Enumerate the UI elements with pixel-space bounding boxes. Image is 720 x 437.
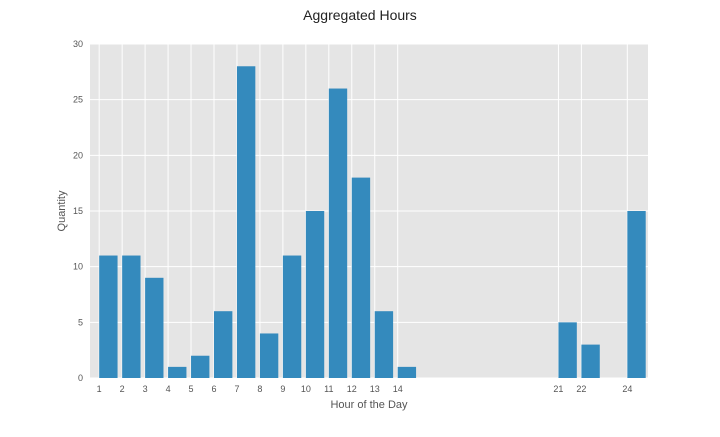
- y-tick-label: 15: [73, 206, 83, 216]
- x-tick-label: 6: [211, 384, 216, 394]
- y-tick-labels: 0 5 10 15 20 25 30: [73, 39, 83, 383]
- x-tick-label: 12: [347, 384, 357, 394]
- y-tick-label: 20: [73, 150, 83, 160]
- bar-hour-21: [558, 322, 577, 378]
- chart-title: Aggregated Hours: [303, 7, 417, 23]
- bar-hour-7: [236, 66, 256, 379]
- bar-hour-1: [99, 255, 118, 378]
- x-tick-label: 24: [622, 384, 632, 394]
- x-tick-label: 5: [189, 384, 194, 394]
- x-tick-label: 14: [393, 384, 403, 394]
- bar-hour-9: [282, 255, 302, 378]
- bar-hour-13: [374, 311, 394, 378]
- x-tick-label: 2: [120, 384, 125, 394]
- bar-hour-14: [397, 366, 417, 378]
- y-tick-label: 30: [73, 39, 83, 49]
- y-tick-label: 10: [73, 262, 83, 272]
- bar-hour-10: [305, 211, 325, 378]
- x-tick-label: 21: [553, 384, 563, 394]
- x-tick-label: 8: [257, 384, 262, 394]
- y-tick-label: 0: [78, 373, 83, 383]
- x-tick-label: 7: [234, 384, 239, 394]
- y-axis-label: Quantity: [56, 190, 68, 231]
- x-tick-label: 10: [301, 384, 311, 394]
- bar-hour-6: [214, 311, 233, 378]
- x-tick-label: 1: [97, 384, 102, 394]
- bar-hour-12: [351, 177, 371, 378]
- bar-hour-3: [145, 277, 164, 378]
- bar-hour-8: [259, 333, 279, 378]
- x-tick-label: 9: [280, 384, 285, 394]
- bar-hour-4: [168, 366, 187, 378]
- x-tick-labels: 1 2 3 4 5 6 7 8 9 10 11 12 13 14 21 22 24: [97, 384, 633, 394]
- bar-hour-2: [122, 255, 141, 378]
- x-tick-label: 4: [166, 384, 171, 394]
- x-tick-label: 3: [143, 384, 148, 394]
- x-axis-label: Hour of the Day: [330, 399, 408, 411]
- x-tick-label: 11: [324, 384, 333, 394]
- bars-group: [99, 66, 646, 379]
- x-tick-label: 13: [370, 384, 380, 394]
- bar-hour-24: [627, 211, 646, 378]
- bar-hour-11: [328, 88, 348, 379]
- y-tick-label: 5: [78, 317, 83, 327]
- y-tick-label: 25: [73, 95, 83, 105]
- bar-hour-5: [191, 355, 210, 378]
- x-tick-label: 22: [576, 384, 586, 394]
- bar-hour-22: [581, 344, 600, 378]
